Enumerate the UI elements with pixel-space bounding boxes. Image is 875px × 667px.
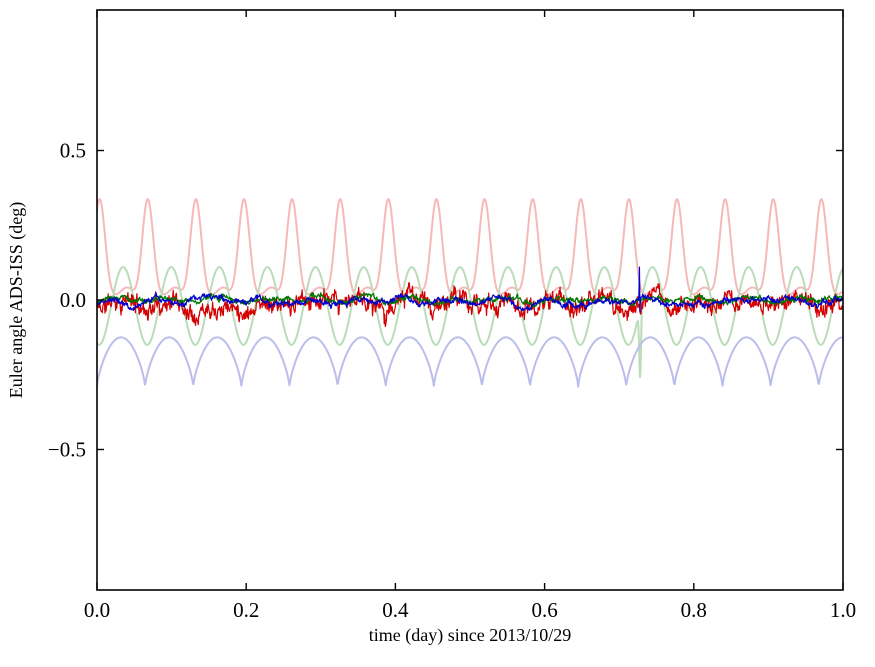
x-tick-label: 0.4 xyxy=(382,598,409,622)
axes-layer: 0.0 0.2 0.4 0.6 0.8 1.0 −0.5 0.0 0.5 xyxy=(48,10,856,622)
x-tick-label: 0.0 xyxy=(84,598,110,622)
y-tick-label: 0.0 xyxy=(60,288,86,312)
x-tick-label: 1.0 xyxy=(830,598,856,622)
series-layer xyxy=(97,198,843,388)
x-tick-label: 0.8 xyxy=(681,598,707,622)
x-tick-label: 0.6 xyxy=(531,598,557,622)
series-pale-green-periodic-wave xyxy=(97,266,843,379)
y-axis-label: Euler angle ADS-ISS (deg) xyxy=(6,202,27,398)
series-pale-red-periodic-peaks xyxy=(97,198,843,296)
series-pale-blue-periodic-scallop xyxy=(97,336,843,388)
series-red-residual-noisy xyxy=(97,282,843,328)
plot-frame xyxy=(96,9,844,591)
series-blue-residual-noisy xyxy=(97,266,843,313)
x-axis-label: time (day) since 2013/10/29 xyxy=(369,625,571,646)
y-tick-label: −0.5 xyxy=(48,437,86,461)
y-tick-label: 0.5 xyxy=(60,139,86,163)
x-tick-label: 0.2 xyxy=(233,598,259,622)
